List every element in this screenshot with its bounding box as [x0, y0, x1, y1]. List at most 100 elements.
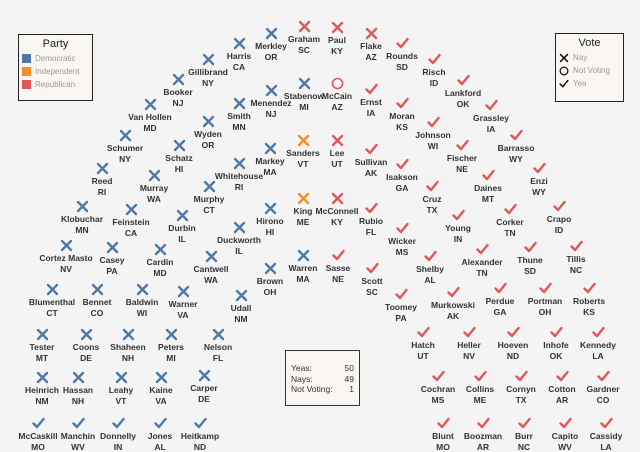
senator-name: Enzi [530, 176, 547, 187]
vote-mark-check-icon [112, 417, 125, 430]
not-voting-count: 1 [349, 384, 354, 395]
color-swatch [22, 80, 31, 89]
senator-name: Scott [361, 276, 382, 287]
senator-name: Perdue [486, 296, 515, 307]
senator-name: Cantwell [194, 264, 229, 275]
vote-mark-check-icon [395, 288, 408, 301]
vote-mark-check-icon [365, 202, 378, 215]
senator-state: LA [580, 351, 616, 362]
senator-name: Young [445, 223, 471, 234]
senator-name: Burr [515, 431, 533, 442]
senator-name: Udall [231, 303, 252, 314]
party-legend-label: Republican [35, 80, 75, 89]
color-swatch [22, 54, 31, 63]
vote-legend-label: Nay [573, 53, 587, 62]
senator-state: ME [466, 395, 494, 406]
senator-state: TX [423, 205, 442, 216]
senator-name: Markey [255, 156, 284, 167]
vote-mark-check-icon [154, 417, 167, 430]
senator-name: Corker [496, 217, 523, 228]
vote-mark-x-icon [297, 192, 310, 205]
vote-mark-x-icon [106, 241, 119, 254]
senator-state: SD [386, 62, 418, 73]
vote-mark-x-icon [265, 84, 278, 97]
senator-name: Warner [169, 299, 198, 310]
vote-mark-x-icon [91, 283, 104, 296]
vote-legend-label: Not Voting [573, 66, 610, 75]
senator-name: Wyden [194, 129, 222, 140]
senator-state: MS [388, 247, 416, 258]
vote-mark-x-icon [233, 97, 246, 110]
senator-state: PA [99, 266, 124, 277]
senator-name: Flake [360, 41, 382, 52]
senator-state: AK [431, 311, 475, 322]
party-legend-title: Party [19, 38, 92, 50]
senator-state: CO [83, 308, 112, 319]
vote-mark-check-icon [592, 326, 605, 339]
vote-mark-check-icon [396, 97, 409, 110]
senator-name: Murphy [194, 194, 225, 205]
senator-name: Thune [517, 255, 543, 266]
senator-state: ID [422, 78, 445, 89]
yeas-label: Yeas: [291, 363, 312, 374]
senator-state: FL [359, 227, 383, 238]
vote-mark-x-icon [298, 20, 311, 33]
vote-mark-x-icon [115, 371, 128, 384]
senator-state: MI [158, 353, 184, 364]
senator-name: Moran [389, 111, 415, 122]
senator-name: Cortez Masto [39, 253, 92, 264]
senator-state: DE [73, 353, 99, 364]
senator-state: WV [61, 442, 95, 452]
senator-state: ME [294, 217, 313, 228]
senator-state: WY [530, 187, 547, 198]
vote-mark-check-icon [463, 326, 476, 339]
vote-mark-check-icon [477, 417, 490, 430]
senator-name: Hassan [63, 385, 93, 396]
vote-legend-item: Yea [556, 77, 623, 90]
senator-name: Heinrich [25, 385, 59, 396]
vote-mark-check-icon [518, 417, 531, 430]
senator-name: Shelby [416, 264, 444, 275]
senator-state: UT [411, 351, 435, 362]
vote-mark-check-icon [583, 282, 596, 295]
vote-mark-x-icon [365, 27, 378, 40]
senator-state: MO [432, 442, 454, 452]
senator-name: Warren [289, 263, 318, 274]
check-icon [559, 79, 569, 89]
senator-name: Fischer [447, 153, 477, 164]
senator-name: Heitkamp [181, 431, 219, 442]
senator-state: TN [461, 268, 502, 279]
senator-state: OR [255, 52, 287, 63]
senator-name: King [294, 206, 313, 217]
senator-state: RI [215, 182, 263, 193]
senator-name: Coons [73, 342, 99, 353]
